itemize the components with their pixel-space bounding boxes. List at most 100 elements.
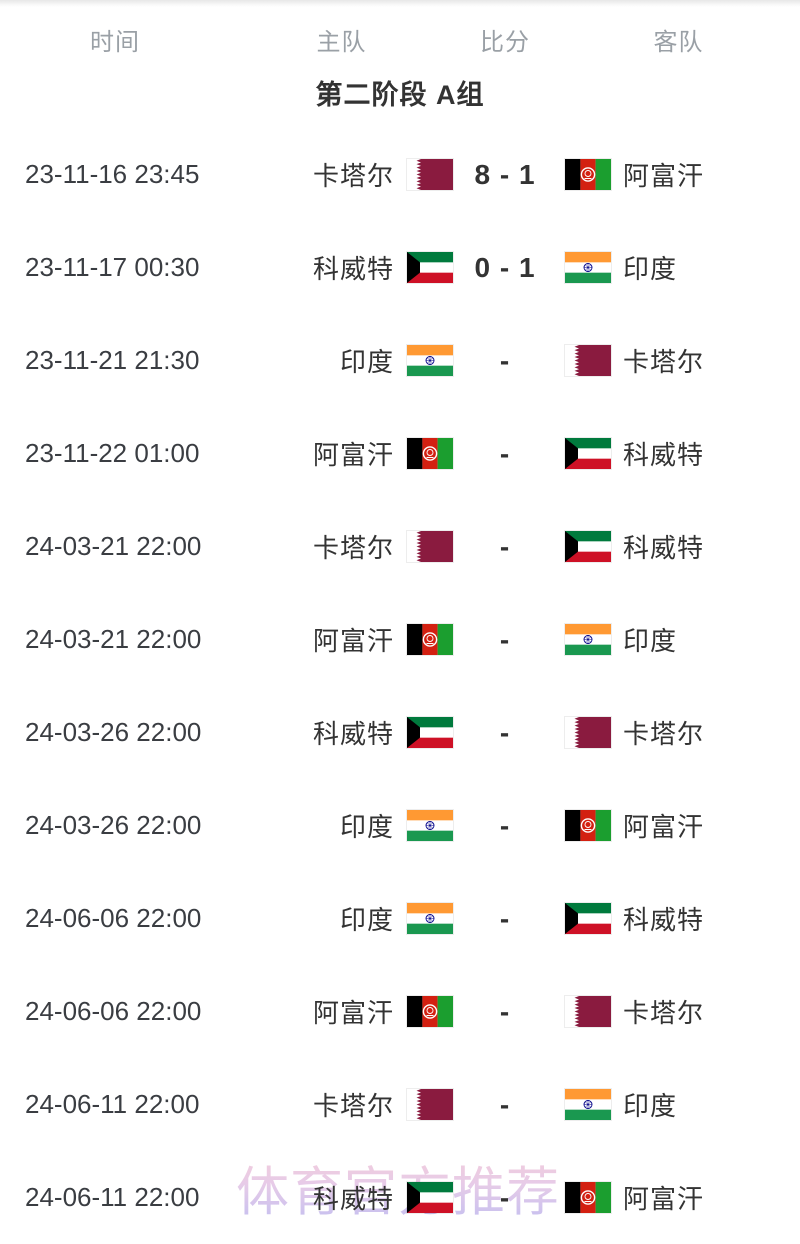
match-score: - — [499, 1088, 511, 1120]
home-team: 卡塔尔 — [230, 528, 453, 565]
qatar-flag-icon — [565, 717, 611, 748]
column-header-away: 客队 — [653, 28, 704, 56]
india-flag-icon — [407, 345, 453, 376]
match-score: - — [499, 716, 511, 748]
afghanistan-flag-icon — [565, 810, 611, 841]
home-team-name: 科威特 — [312, 254, 394, 284]
home-team-name: 科威特 — [312, 1184, 394, 1214]
match-score: 0 - 1 — [474, 251, 536, 283]
match-row[interactable]: 24-03-21 22:00 阿富汗 - 印度 — [0, 593, 800, 686]
home-team-name: 卡塔尔 — [312, 1091, 394, 1121]
away-team: 阿富汗 — [557, 156, 800, 193]
away-team-name: 阿富汗 — [623, 161, 705, 191]
column-header-home: 主队 — [316, 28, 367, 56]
column-header-time: 时间 — [90, 28, 140, 56]
india-flag-icon — [565, 252, 611, 283]
home-team-name: 印度 — [339, 905, 394, 935]
match-score: - — [499, 437, 511, 469]
kuwait-flag-icon — [407, 252, 453, 283]
away-team-name: 阿富汗 — [623, 812, 705, 842]
india-flag-icon — [407, 903, 453, 934]
kuwait-flag-icon — [565, 438, 611, 469]
away-team: 阿富汗 — [557, 807, 800, 844]
match-time: 24-03-21 22:00 — [25, 531, 202, 561]
away-team-name: 印度 — [623, 254, 678, 284]
column-header-score: 比分 — [480, 28, 530, 56]
away-team: 印度 — [557, 1086, 800, 1123]
away-team-name: 卡塔尔 — [623, 719, 705, 749]
match-score: - — [499, 530, 511, 562]
afghanistan-flag-icon — [565, 1182, 611, 1213]
qatar-flag-icon — [407, 159, 453, 190]
match-score: 8 - 1 — [474, 158, 536, 190]
home-team: 阿富汗 — [230, 993, 453, 1030]
match-time: 23-11-21 21:30 — [25, 345, 200, 375]
kuwait-flag-icon — [407, 717, 453, 748]
away-team-name: 印度 — [623, 1091, 678, 1121]
home-team-name: 阿富汗 — [312, 626, 394, 656]
home-team: 科威特 — [230, 1179, 453, 1216]
home-team: 卡塔尔 — [230, 156, 453, 193]
match-score: - — [499, 1181, 511, 1213]
stage-group-title: 第二阶段 A组 — [315, 79, 485, 110]
home-team-name: 印度 — [339, 812, 394, 842]
afghanistan-flag-icon — [565, 159, 611, 190]
home-team: 阿富汗 — [230, 621, 453, 658]
away-team-name: 阿富汗 — [623, 1184, 705, 1214]
home-team-name: 阿富汗 — [312, 440, 394, 470]
match-time: 24-06-11 22:00 — [25, 1182, 200, 1212]
home-team-name: 印度 — [339, 347, 394, 377]
match-row[interactable]: 24-06-06 22:00 阿富汗 - 卡塔尔 — [0, 965, 800, 1058]
match-time: 24-03-26 22:00 — [25, 717, 202, 747]
match-time: 23-11-16 23:45 — [25, 159, 200, 189]
home-team: 印度 — [230, 342, 453, 379]
away-team-name: 科威特 — [623, 533, 705, 563]
home-team-name: 科威特 — [312, 719, 394, 749]
away-team: 卡塔尔 — [557, 714, 800, 751]
match-time: 23-11-17 00:30 — [25, 252, 200, 282]
match-row[interactable]: 23-11-22 01:00 阿富汗 - 科威特 — [0, 407, 800, 500]
home-team: 科威特 — [230, 714, 453, 751]
afghanistan-flag-icon — [407, 624, 453, 655]
home-team-name: 阿富汗 — [312, 998, 394, 1028]
home-team-name: 卡塔尔 — [312, 533, 394, 563]
away-team-name: 科威特 — [623, 440, 705, 470]
qatar-flag-icon — [565, 345, 611, 376]
home-team: 卡塔尔 — [230, 1086, 453, 1123]
match-row[interactable]: 24-06-11 22:00 科威特 - 阿富汗 — [0, 1151, 800, 1244]
away-team: 卡塔尔 — [557, 342, 800, 379]
match-score: - — [499, 809, 511, 841]
home-team-name: 卡塔尔 — [312, 161, 394, 191]
qatar-flag-icon — [407, 1089, 453, 1120]
away-team-name: 科威特 — [623, 905, 705, 935]
home-team: 印度 — [230, 900, 453, 937]
qatar-flag-icon — [407, 531, 453, 562]
match-time: 24-06-06 22:00 — [25, 903, 202, 933]
home-team: 科威特 — [230, 249, 453, 286]
card-top-edge — [0, 0, 800, 7]
india-flag-icon — [407, 810, 453, 841]
away-team: 科威特 — [557, 435, 800, 472]
match-time: 24-03-26 22:00 — [25, 810, 202, 840]
match-row[interactable]: 24-06-11 22:00 卡塔尔 - 印度 — [0, 1058, 800, 1151]
match-row[interactable]: 24-03-21 22:00 卡塔尔 - 科威特 — [0, 500, 800, 593]
away-team: 印度 — [557, 249, 800, 286]
match-row[interactable]: 24-03-26 22:00 科威特 - 卡塔尔 — [0, 686, 800, 779]
india-flag-icon — [565, 624, 611, 655]
match-time: 24-06-11 22:00 — [25, 1089, 200, 1119]
match-row[interactable]: 23-11-21 21:30 印度 - 卡塔尔 — [0, 314, 800, 407]
table-header: 时间 主队 比分 客队 — [0, 0, 800, 62]
qatar-flag-icon — [565, 996, 611, 1027]
match-score: - — [499, 902, 511, 934]
home-team: 阿富汗 — [230, 435, 453, 472]
match-time: 23-11-22 01:00 — [25, 438, 200, 468]
match-row[interactable]: 24-03-26 22:00 印度 - 阿富汗 — [0, 779, 800, 872]
match-row[interactable]: 23-11-16 23:45 卡塔尔 8 - 1 阿富汗 — [0, 128, 800, 221]
match-score: - — [499, 344, 511, 376]
match-row[interactable]: 23-11-17 00:30 科威特 0 - 1 印度 — [0, 221, 800, 314]
kuwait-flag-icon — [407, 1182, 453, 1213]
match-row[interactable]: 24-06-06 22:00 印度 - 科威特 — [0, 872, 800, 965]
away-team: 科威特 — [557, 528, 800, 565]
away-team-name: 印度 — [623, 626, 678, 656]
